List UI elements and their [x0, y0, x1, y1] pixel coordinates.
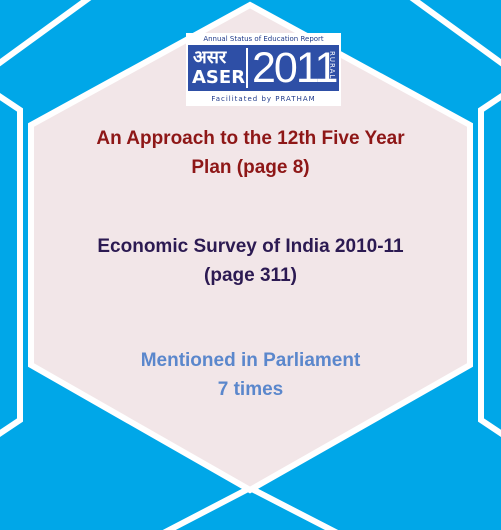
logo-band: असर ASER 2011 RURAL — [188, 45, 339, 91]
parliament-mentions: Mentioned in Parliament 7 times — [50, 346, 451, 404]
outer-line-bottom — [150, 488, 351, 530]
logo-side-text: RURAL — [328, 51, 336, 79]
reference-line: An Approach to the 12th Five Year — [50, 124, 451, 153]
outer-line-top-right — [401, 0, 501, 70]
logo-hindi-text: असर — [193, 47, 226, 69]
logo-bottom-text: Facilitated by PRATHAM — [188, 93, 339, 105]
outer-line-top-left — [0, 0, 100, 70]
reference-line: Economic Survey of India 2010-11 — [50, 232, 451, 261]
outer-line-right — [481, 90, 501, 440]
reference-line: Mentioned in Parliament — [50, 346, 451, 375]
economic-survey-reference: Economic Survey of India 2010-11 (page 3… — [50, 232, 451, 290]
logo-acronym: ASER — [192, 68, 245, 88]
five-year-plan-reference: An Approach to the 12th Five Year Plan (… — [50, 124, 451, 182]
logo-divider — [246, 48, 248, 88]
reference-line: 7 times — [50, 375, 451, 404]
outer-line-left — [0, 90, 20, 440]
reference-line: (page 311) — [50, 261, 451, 290]
reference-line: Plan (page 8) — [50, 153, 451, 182]
aser-logo: Annual Status of Education Report असर AS… — [186, 33, 341, 106]
logo-year: 2011 — [252, 43, 336, 93]
